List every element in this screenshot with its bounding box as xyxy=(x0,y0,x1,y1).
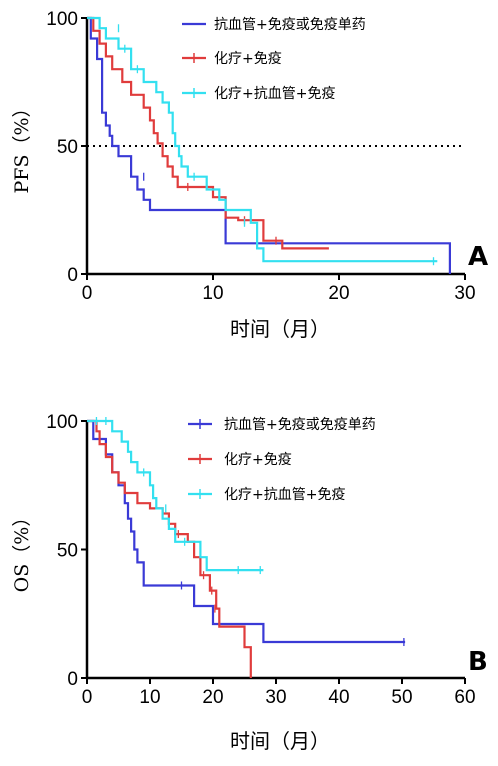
panel-b-label: B xyxy=(468,647,488,677)
legend-b-label-1: 抗血管+免疫或免疫单药 xyxy=(224,417,376,433)
panel-a-y-axis-label: PFS（%） xyxy=(11,98,33,193)
panel-b-x-axis-label: 时间（月） xyxy=(230,729,330,753)
legend-b-label-2: 化疗+免疫 xyxy=(224,452,292,468)
panel-b-x-tick-label: 10 xyxy=(139,687,160,708)
panel-b-os-chart: B 时间（月） OS（%） 抗血管+免疫或免疫单药 化疗+免疫 化疗+抗血管+免… xyxy=(11,412,488,753)
legend-a-label-3: 化疗+抗血管+免疫 xyxy=(214,86,335,102)
panel-b-y-axis-label: OS（%） xyxy=(11,508,33,593)
panel-a-y-tick-label: 0 xyxy=(67,265,78,286)
panel-a-x-tick-label: 30 xyxy=(454,283,475,304)
panel-b-curve-series-1 xyxy=(87,419,406,644)
panel-b-legend: 抗血管+免疫或免疫单药 化疗+免疫 化疗+抗血管+免疫 xyxy=(188,417,376,503)
panel-b-x-tick-label: 0 xyxy=(82,687,93,708)
legend-a-label-1: 抗血管+免疫或免疫单药 xyxy=(214,17,366,33)
panel-a-legend: 抗血管+免疫或免疫单药 化疗+免疫 化疗+抗血管+免疫 xyxy=(182,17,366,102)
panel-a-label: A xyxy=(468,242,488,272)
legend-b-label-3: 化疗+抗血管+免疫 xyxy=(224,487,345,503)
panel-a-x-axis-label: 时间（月） xyxy=(230,317,330,341)
panel-a-x-tick-label: 0 xyxy=(82,283,93,304)
legend-a-label-2: 化疗+免疫 xyxy=(214,51,282,67)
panel-b-y-tick-label: 0 xyxy=(67,669,78,690)
panel-b-x-tick-label: 60 xyxy=(454,687,475,708)
panel-a-pfs-chart: A 时间（月） PFS（%） 抗血管+免疫或免疫单药 化疗+免疫 化疗+抗血管+… xyxy=(11,9,488,341)
panel-b-curve-series-2 xyxy=(87,419,252,678)
panel-b-x-tick-label: 20 xyxy=(202,687,223,708)
panel-b-y-tick-label: 50 xyxy=(57,541,78,562)
panel-b-x-tick-label: 40 xyxy=(328,687,349,708)
panel-a-y-tick-label: 50 xyxy=(57,137,78,158)
panel-b-x-tick-label: 50 xyxy=(391,687,412,708)
panel-b-x-tick-label: 30 xyxy=(265,687,286,708)
panel-a-x-tick-label: 10 xyxy=(202,283,223,304)
panel-a-curve-series-1 xyxy=(87,16,451,274)
panel-b-y-tick-label: 100 xyxy=(46,412,78,433)
panel-a-y-tick-label: 100 xyxy=(46,9,78,30)
panel-a-x-tick-label: 20 xyxy=(328,283,349,304)
panel-a-curve-series-2 xyxy=(87,16,329,250)
panel-b-curve-series-3 xyxy=(87,419,264,572)
